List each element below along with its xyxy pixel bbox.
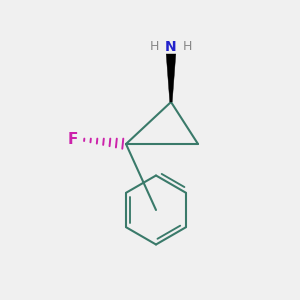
Text: F: F xyxy=(68,132,78,147)
Text: H: H xyxy=(183,40,192,52)
Polygon shape xyxy=(166,54,176,102)
Text: N: N xyxy=(165,40,177,54)
Text: H: H xyxy=(150,40,159,52)
